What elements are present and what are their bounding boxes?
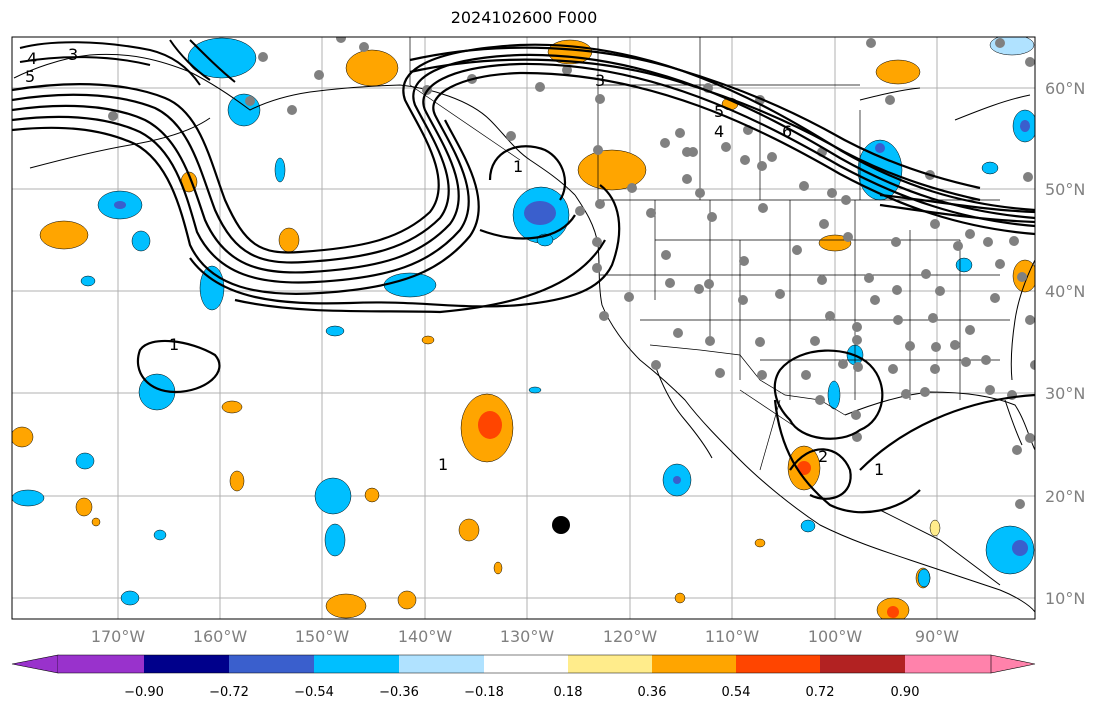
- colorbar-segment: [399, 655, 484, 673]
- colorbar-segment: [11, 654, 59, 674]
- contour-labels: 4 5 3 1 1 3 4 5 6 2 1 1: [25, 45, 884, 479]
- colorbar-tick-label: −0.36: [379, 685, 419, 700]
- colorbar-segment: [990, 654, 1036, 674]
- colorbar-segment: [229, 655, 314, 673]
- contour-label: 5: [714, 102, 724, 121]
- colorbar: −0.90 −0.72 −0.54 −0.36 −0.18 0.18 0.36 …: [11, 654, 1036, 700]
- colorbar-segment: [736, 655, 820, 673]
- lat-label: 30°N: [1045, 384, 1085, 403]
- colorbar-tick-label: 0.18: [554, 685, 583, 700]
- contour-label: 1: [438, 455, 448, 474]
- map-frame: [11, 36, 1036, 620]
- colorbar-segment: [652, 655, 736, 673]
- lon-label: 100°W: [808, 627, 863, 646]
- colorbar-segment: [905, 655, 991, 673]
- lon-label: 150°W: [295, 627, 350, 646]
- lat-label: 60°N: [1045, 79, 1085, 98]
- contour-label: 3: [68, 45, 78, 64]
- colorbar-tick-label: 0.72: [806, 685, 835, 700]
- contour-label: 4: [714, 122, 724, 141]
- colorbar-tick-label: −0.54: [294, 685, 334, 700]
- colorbar-tick-label: 0.54: [722, 685, 751, 700]
- contour-label: 4: [27, 49, 37, 68]
- lon-label: 90°W: [915, 627, 959, 646]
- lon-label: 170°W: [91, 627, 146, 646]
- colorbar-segment: [820, 655, 905, 673]
- contour-label: 5: [25, 67, 35, 86]
- lat-label: 50°N: [1045, 180, 1085, 199]
- lon-label: 120°W: [603, 627, 658, 646]
- colorbar-tick-label: −0.72: [209, 685, 249, 700]
- lat-label: 20°N: [1045, 487, 1085, 506]
- contour-label: 1: [513, 157, 523, 176]
- lat-label: 40°N: [1045, 282, 1085, 301]
- colorbar-segment: [58, 655, 144, 673]
- station-dots: [108, 37, 1035, 509]
- lat-label: 10°N: [1045, 589, 1085, 608]
- lon-label: 110°W: [705, 627, 760, 646]
- map-gridlines: [12, 37, 1035, 619]
- marker-dot: [552, 516, 570, 534]
- colorbar-tick-label: −0.18: [464, 685, 504, 700]
- map-title: 2024102600 F000: [450, 8, 598, 27]
- contour-label: 3: [595, 71, 605, 90]
- lon-label: 160°W: [193, 627, 248, 646]
- colorbar-segment: [484, 655, 568, 673]
- political-borders: [409, 37, 1010, 471]
- lon-label: 140°W: [398, 627, 453, 646]
- contour-label: 1: [169, 335, 179, 354]
- longitude-labels: 170°W 160°W 150°W 140°W 130°W 120°W 110°…: [91, 627, 959, 646]
- contour-label: 2: [818, 447, 828, 466]
- lon-label: 130°W: [500, 627, 555, 646]
- contour-label: 1: [874, 460, 884, 479]
- colorbar-tick-label: −0.90: [124, 685, 164, 700]
- coastlines: [13, 53, 1035, 613]
- shaded-anomalies: [12, 37, 1035, 619]
- height-contours: [12, 43, 1035, 514]
- colorbar-tick-label: 0.90: [891, 685, 920, 700]
- contour-label: 6: [782, 122, 792, 141]
- colorbar-segment: [144, 655, 229, 673]
- latitude-labels: 60°N 50°N 40°N 30°N 20°N 10°N: [1045, 79, 1085, 608]
- alaska-contours: [19, 39, 236, 86]
- colorbar-ticks: −0.90 −0.72 −0.54 −0.36 −0.18 0.18 0.36 …: [124, 685, 919, 700]
- colorbar-segment: [314, 655, 399, 673]
- colorbar-tick-label: 0.36: [638, 685, 667, 700]
- colorbar-segment: [568, 655, 652, 673]
